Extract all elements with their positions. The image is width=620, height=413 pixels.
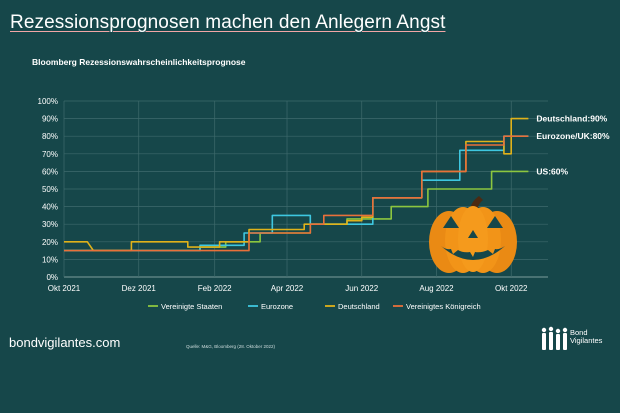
y-tick-label: 60%: [42, 167, 58, 176]
x-tick-label: Feb 2022: [198, 284, 232, 293]
logo-line-2: Vigilantes: [570, 336, 603, 345]
page-title: Rezessionsprognosen machen den Anlegern …: [10, 12, 446, 33]
series-line: [64, 135, 529, 252]
x-tick-label: Apr 2022: [271, 284, 304, 293]
chart-legend: Vereinigte Staaten Eurozone Deutschland Ver…: [148, 302, 481, 311]
y-axis-ticks: 0% 10% 20% 30% 40% 50% 60% 70% 80% 90% 100%: [38, 97, 58, 282]
logo-line-1: Bond: [570, 328, 588, 337]
chart-series: [64, 117, 529, 252]
y-tick-label: 90%: [42, 115, 58, 124]
series-end-label: US:60%: [536, 166, 568, 176]
site-brand[interactable]: bondvigilantes.com: [9, 335, 121, 350]
chart-subtitle: Bloomberg Rezessionswahrscheinlichkeitsp…: [32, 57, 246, 67]
jack-o-lantern-icon: [429, 196, 517, 273]
logo-text: Bond Vigilantes: [570, 329, 602, 345]
x-tick-label: Okt 2022: [495, 284, 528, 293]
series-end-label: Deutschland:90%: [536, 114, 607, 124]
x-tick-label: Dez 2021: [122, 284, 157, 293]
y-tick-label: 0%: [46, 273, 58, 282]
bond-vigilantes-logo: [541, 326, 568, 350]
x-axis-ticks: Okt 2021 Dez 2021 Feb 2022 Apr 2022 Jun 2022…: [48, 284, 528, 293]
x-tick-label: Aug 2022: [419, 284, 454, 293]
y-tick-label: 20%: [42, 238, 58, 247]
y-tick-label: 80%: [42, 132, 58, 141]
x-tick-label: Jun 2022: [345, 284, 378, 293]
series-line: [64, 117, 529, 252]
legend-label: Deutschland: [338, 302, 380, 311]
source-note: Quelle: M&G, Bloomberg (28. Oktober 2022…: [186, 344, 276, 349]
y-tick-label: 30%: [42, 220, 58, 229]
y-tick-label: 70%: [42, 150, 58, 159]
y-tick-label: 100%: [38, 97, 58, 106]
x-tick-label: Okt 2021: [48, 284, 81, 293]
legend-label: Vereinigte Staaten: [161, 302, 222, 311]
legend-label: Vereinigtes Königreich: [406, 302, 481, 311]
y-tick-label: 10%: [42, 255, 58, 264]
y-tick-label: 50%: [42, 185, 58, 194]
series-end-labels: US:60% Deutschland:90% Eurozone/UK:80%: [536, 114, 610, 177]
legend-label: Eurozone: [261, 302, 293, 311]
series-end-label: Eurozone/UK:80%: [536, 131, 610, 141]
y-tick-label: 40%: [42, 203, 58, 212]
